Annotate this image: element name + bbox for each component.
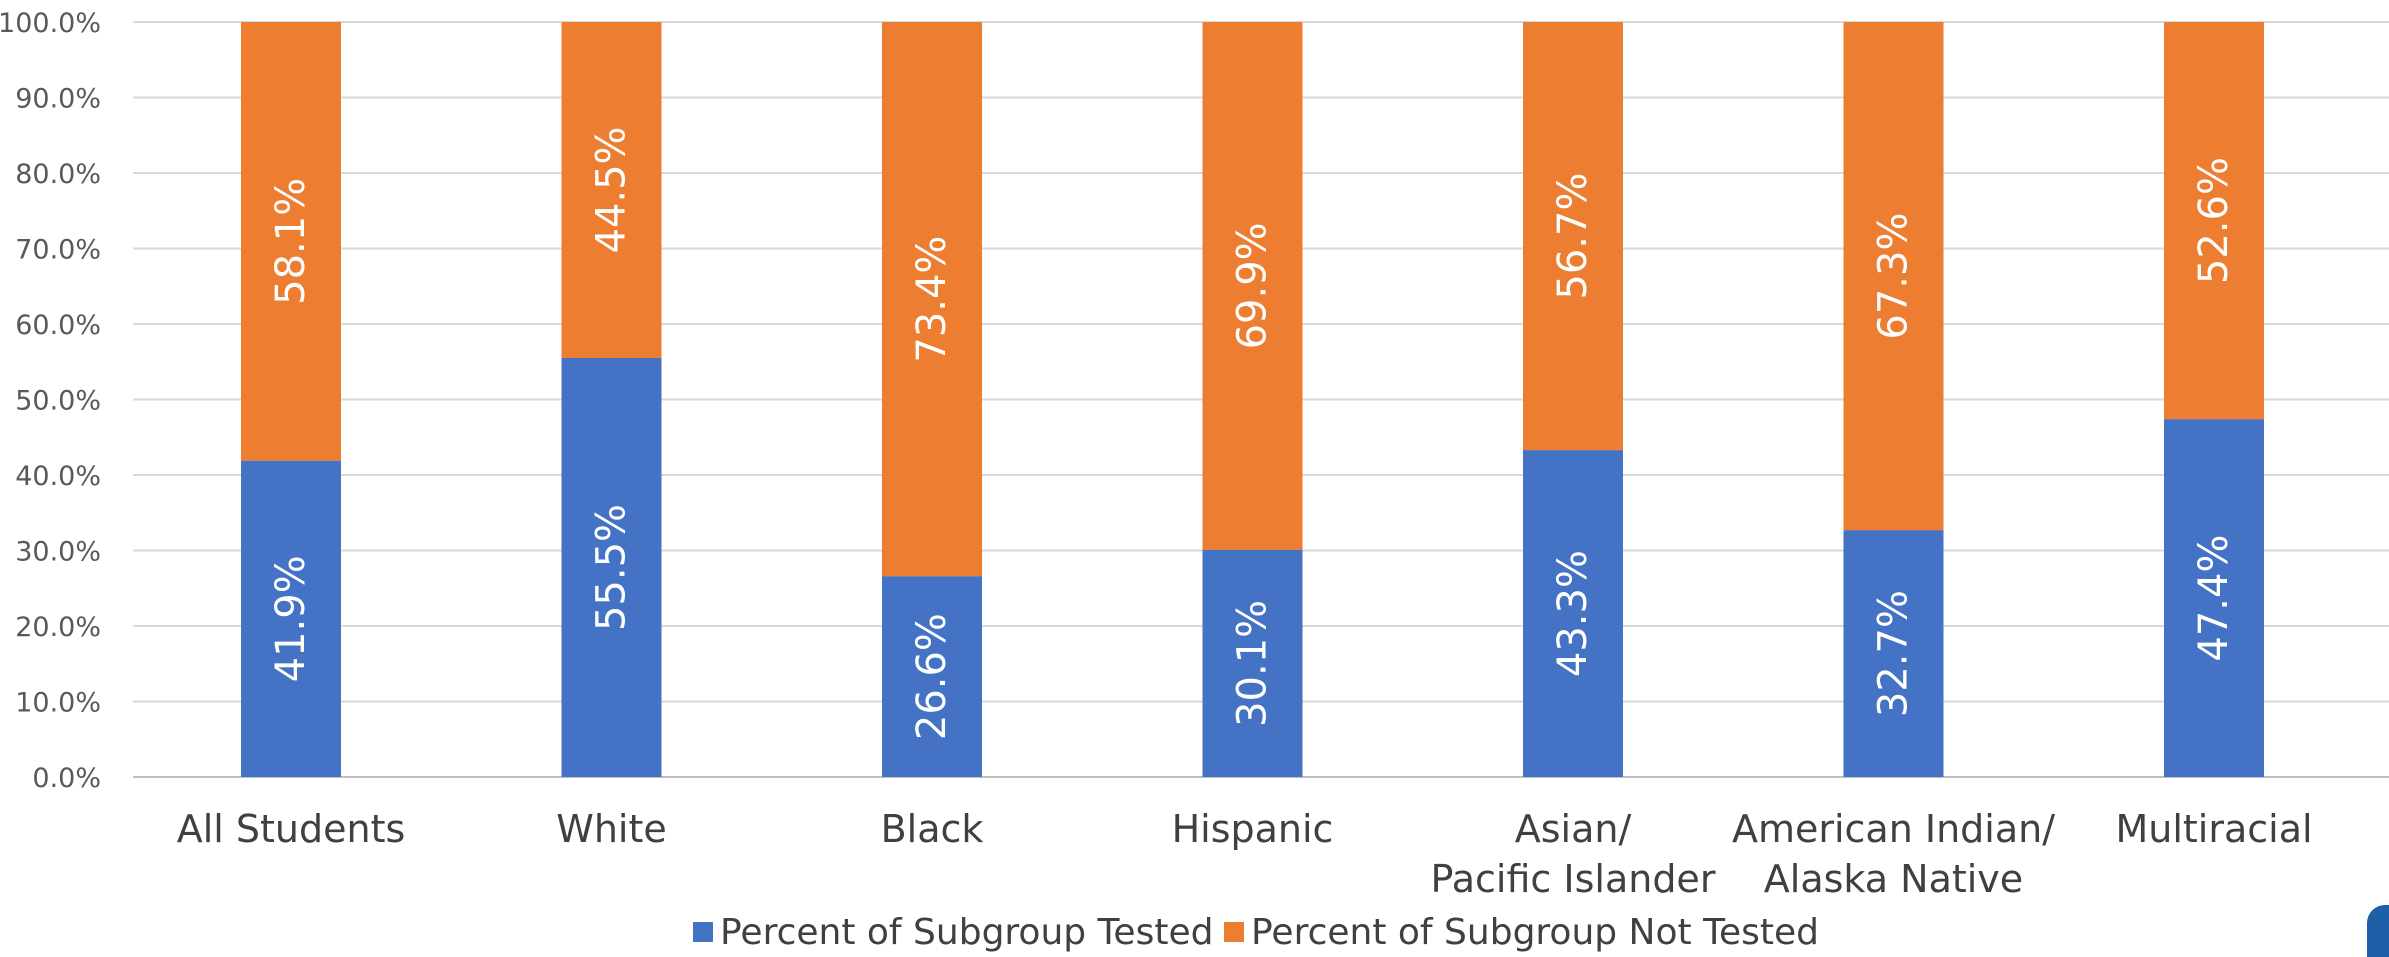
data-label: 47.4% — [2191, 535, 2237, 662]
x-axis: All Students White Black Hispanic Asian/Paci… — [177, 807, 2313, 901]
bar-tested — [1523, 450, 1623, 777]
y-tick-label: 90.0% — [15, 84, 101, 115]
x-category-label: White — [556, 807, 667, 851]
y-tick-label: 100.0% — [0, 8, 101, 39]
data-label: 73.4% — [909, 236, 955, 363]
bar-not-tested — [1843, 22, 1944, 531]
y-tick-label: 40.0% — [15, 461, 101, 492]
data-label: 67.3% — [1871, 213, 1917, 340]
data-label: 55.5% — [589, 504, 635, 631]
x-category-label: Black — [881, 807, 984, 851]
x-category-label: Alaska Native — [1764, 857, 2023, 901]
x-category-label: All Students — [177, 807, 406, 851]
x-category-label: Pacific Islander — [1431, 857, 1716, 901]
bar-tested — [1843, 530, 1944, 777]
bar-not-tested — [241, 22, 341, 461]
data-label: 44.5% — [589, 126, 635, 253]
y-tick-label: 0.0% — [32, 763, 101, 794]
data-label: 30.1% — [1230, 600, 1276, 727]
y-tick-label: 50.0% — [15, 386, 101, 417]
data-label: 52.6% — [2191, 157, 2237, 284]
data-label: 69.9% — [1230, 222, 1276, 349]
y-tick-label: 60.0% — [15, 310, 101, 341]
legend-label: Percent of Subgroup Not Tested — [1251, 912, 1819, 953]
bar-tested — [1202, 549, 1303, 777]
bar-not-tested — [1202, 22, 1303, 550]
bar-tested — [2164, 419, 2264, 777]
legend: Percent of Subgroup Tested Percent of Sub… — [693, 912, 1819, 953]
bar-tested — [241, 460, 341, 777]
y-tick-label: 80.0% — [15, 159, 101, 190]
data-label: 26.6% — [909, 613, 955, 740]
data-label: 41.9% — [268, 555, 314, 682]
bar-tested — [561, 357, 662, 777]
y-tick-label: 70.0% — [15, 235, 101, 266]
y-tick-label: 10.0% — [15, 688, 101, 719]
data-label: 32.7% — [1871, 590, 1917, 717]
bar-not-tested — [882, 22, 982, 577]
data-label: 43.3% — [1550, 550, 1596, 677]
legend-swatch — [1224, 922, 1244, 942]
x-category-label: Hispanic — [1172, 807, 1334, 851]
data-label: 56.7% — [1550, 173, 1596, 300]
legend-swatch — [693, 922, 713, 942]
bar-not-tested — [2164, 22, 2264, 420]
bars: 41.9% 58.1% 55.5% 44.5% 26.6% 73.4% 30.1% 69.9%… — [241, 22, 2264, 777]
bar-not-tested — [1523, 22, 1623, 451]
y-tick-label: 30.0% — [15, 537, 101, 568]
legend-label: Percent of Subgroup Tested — [720, 912, 1213, 953]
y-tick-label: 20.0% — [15, 612, 101, 643]
bar-tested — [882, 576, 982, 777]
y-axis: 0.0% 10.0% 20.0% 30.0% 40.0% 50.0% 60.0% 70.0% 8… — [0, 8, 101, 794]
bar-not-tested — [561, 22, 662, 358]
logo-fragment-icon — [2367, 905, 2389, 957]
x-category-label: Asian/ — [1515, 807, 1632, 851]
x-category-label: American Indian/ — [1732, 807, 2055, 851]
data-label: 58.1% — [268, 178, 314, 305]
x-category-label: Multiracial — [2115, 807, 2312, 851]
